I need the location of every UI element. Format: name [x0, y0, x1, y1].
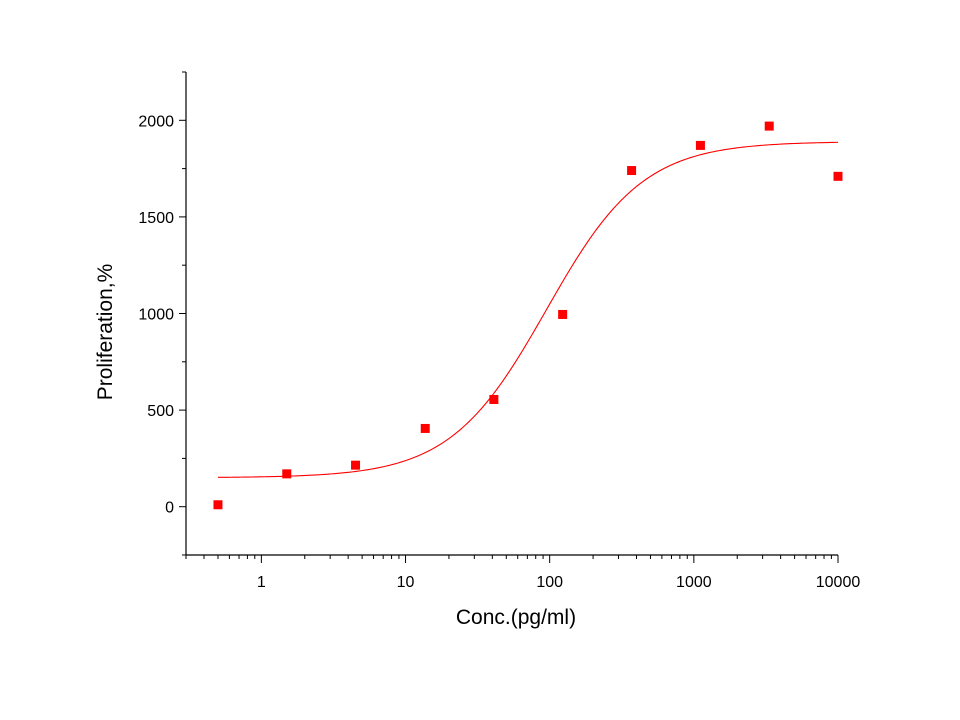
data-point — [764, 121, 774, 131]
axes: 0 500 1000 1500 2000 1 10 100 1000 10000 — [138, 71, 861, 591]
y-tick-label: 2000 — [138, 113, 174, 130]
y-axis-title: Proliferation,% — [94, 264, 117, 401]
data-point — [282, 469, 292, 479]
y-tick-label: 0 — [165, 500, 174, 517]
x-tick-label: 10000 — [816, 574, 861, 591]
y-tick-label: 1500 — [138, 210, 174, 227]
data-point — [695, 140, 705, 150]
x-axis-title: Conc.(pg/ml) — [456, 606, 576, 629]
y-tick-label: 500 — [147, 403, 174, 420]
data-points — [213, 121, 843, 510]
y-tick-label: 1000 — [138, 307, 174, 324]
x-tick-label: 1000 — [676, 574, 712, 591]
data-point — [351, 460, 361, 470]
data-point — [213, 500, 223, 510]
x-tick-label: 100 — [536, 574, 563, 591]
x-tick-label: 1 — [257, 574, 266, 591]
data-point — [489, 394, 499, 404]
data-point — [420, 423, 430, 433]
fit-curve-line — [217, 141, 839, 478]
fit-curve-layer — [217, 141, 839, 478]
data-point — [627, 166, 637, 176]
data-point — [558, 309, 568, 319]
data-point — [833, 171, 843, 181]
x-tick-label: 10 — [397, 574, 415, 591]
